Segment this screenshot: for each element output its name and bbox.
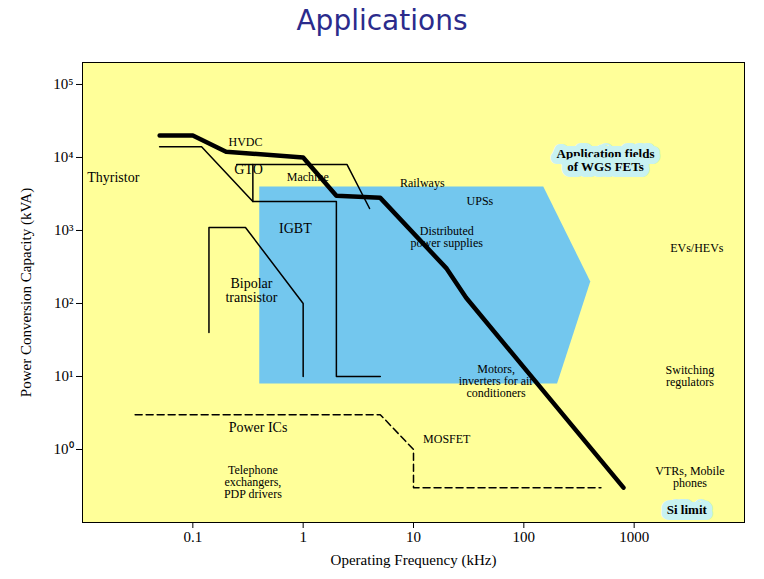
- svg-text:10²: 10²: [54, 295, 74, 311]
- svg-text:Motors,inverters for aircondit: Motors,inverters for airconditioners: [459, 362, 534, 400]
- svg-text:10: 10: [406, 529, 421, 545]
- svg-text:10⁴: 10⁴: [53, 149, 73, 165]
- svg-text:IGBT: IGBT: [279, 221, 312, 236]
- svg-text:10³: 10³: [54, 222, 74, 238]
- svg-text:1: 1: [299, 529, 307, 545]
- html-text:Applications: Applications: [296, 4, 468, 37]
- svg-text:GTO: GTO: [234, 162, 263, 177]
- svg-text:UPSs: UPSs: [467, 194, 494, 208]
- svg-text:Railways: Railways: [400, 176, 445, 190]
- svg-text:10⁰: 10⁰: [54, 441, 74, 457]
- svg-text:1000: 1000: [619, 529, 649, 545]
- svg-text:MOSFET: MOSFET: [423, 432, 471, 446]
- svg-text:EVs/HEVs: EVs/HEVs: [670, 241, 724, 255]
- svg-text:Switchingregulators: Switchingregulators: [666, 363, 715, 389]
- svg-text:Operating Frequency (kHz): Operating Frequency (kHz): [331, 552, 497, 569]
- svg-text:HVDC: HVDC: [228, 135, 262, 149]
- svg-text:Si limit: Si limit: [667, 502, 708, 517]
- svg-text:Application fieldsof WGS FETs: Application fieldsof WGS FETs: [557, 146, 655, 174]
- svg-text:10¹: 10¹: [54, 368, 74, 384]
- svg-text:Thyristor: Thyristor: [87, 169, 139, 184]
- svg-text:0.1: 0.1: [183, 529, 202, 545]
- svg-text:VTRs, Mobilephones: VTRs, Mobilephones: [655, 464, 724, 490]
- svg-text:Power Conversion Capacity (kVA: Power Conversion Capacity (kVA): [18, 188, 35, 397]
- svg-text:Bipolartransistor: Bipolartransistor: [225, 276, 277, 305]
- svg-text:10⁵: 10⁵: [53, 76, 73, 92]
- svg-text:Distributedpower supplies: Distributedpower supplies: [411, 224, 484, 250]
- svg-text:Power ICs: Power ICs: [229, 420, 288, 435]
- svg-text:100: 100: [513, 529, 536, 545]
- svg-text:Telephoneexchangers,PDP driver: Telephoneexchangers,PDP drivers: [224, 463, 282, 501]
- svg-text:Machine: Machine: [287, 170, 329, 184]
